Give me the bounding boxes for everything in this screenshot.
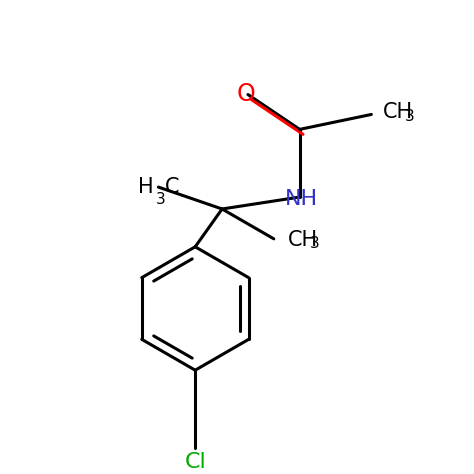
Text: CH: CH: [288, 230, 318, 250]
Text: Cl: Cl: [184, 452, 206, 472]
Text: NH: NH: [285, 189, 318, 209]
Text: 3: 3: [310, 237, 319, 251]
Text: C: C: [165, 177, 180, 197]
Text: 3: 3: [405, 109, 415, 124]
Text: 3: 3: [155, 192, 165, 207]
Text: O: O: [237, 82, 255, 106]
Text: H: H: [138, 177, 154, 197]
Text: CH: CH: [383, 102, 413, 122]
